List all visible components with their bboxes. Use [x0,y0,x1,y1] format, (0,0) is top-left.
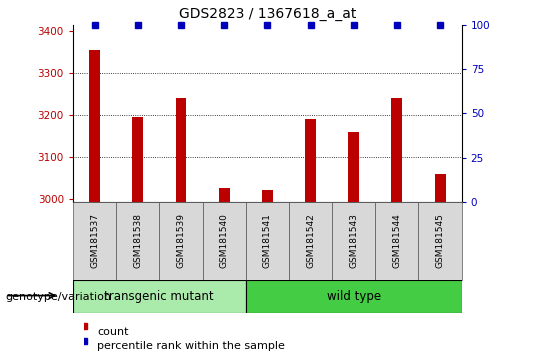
Bar [73,202,116,280]
Bar [159,202,202,280]
Title: GDS2823 / 1367618_a_at: GDS2823 / 1367618_a_at [179,7,356,21]
Text: percentile rank within the sample: percentile rank within the sample [97,341,285,351]
Bar [435,174,446,354]
Bar [289,202,332,280]
Bar [348,132,359,354]
Text: GSM181545: GSM181545 [436,213,444,268]
Bar [418,202,462,280]
Text: GSM181537: GSM181537 [90,213,99,268]
Bar [116,202,159,280]
Bar [246,280,462,313]
Text: wild type: wild type [327,290,381,303]
Bar [202,202,246,280]
Bar [305,119,316,354]
Text: GSM181542: GSM181542 [306,213,315,268]
Text: GSM181544: GSM181544 [393,213,401,268]
Bar [89,50,100,354]
Bar [176,98,186,354]
Bar [332,202,375,280]
Bar [73,280,246,313]
Bar [246,202,289,280]
Bar [132,117,143,354]
Text: GSM181538: GSM181538 [133,213,142,268]
Text: genotype/variation: genotype/variation [5,292,111,302]
Text: GSM181539: GSM181539 [177,213,185,268]
Bar [392,98,402,354]
Bar [219,188,230,354]
Text: transgenic mutant: transgenic mutant [104,290,214,303]
Text: GSM181540: GSM181540 [220,213,228,268]
Bar [375,202,418,280]
Bar [262,190,273,354]
Text: GSM181541: GSM181541 [263,213,272,268]
Text: GSM181543: GSM181543 [349,213,358,268]
Text: count: count [97,327,129,337]
